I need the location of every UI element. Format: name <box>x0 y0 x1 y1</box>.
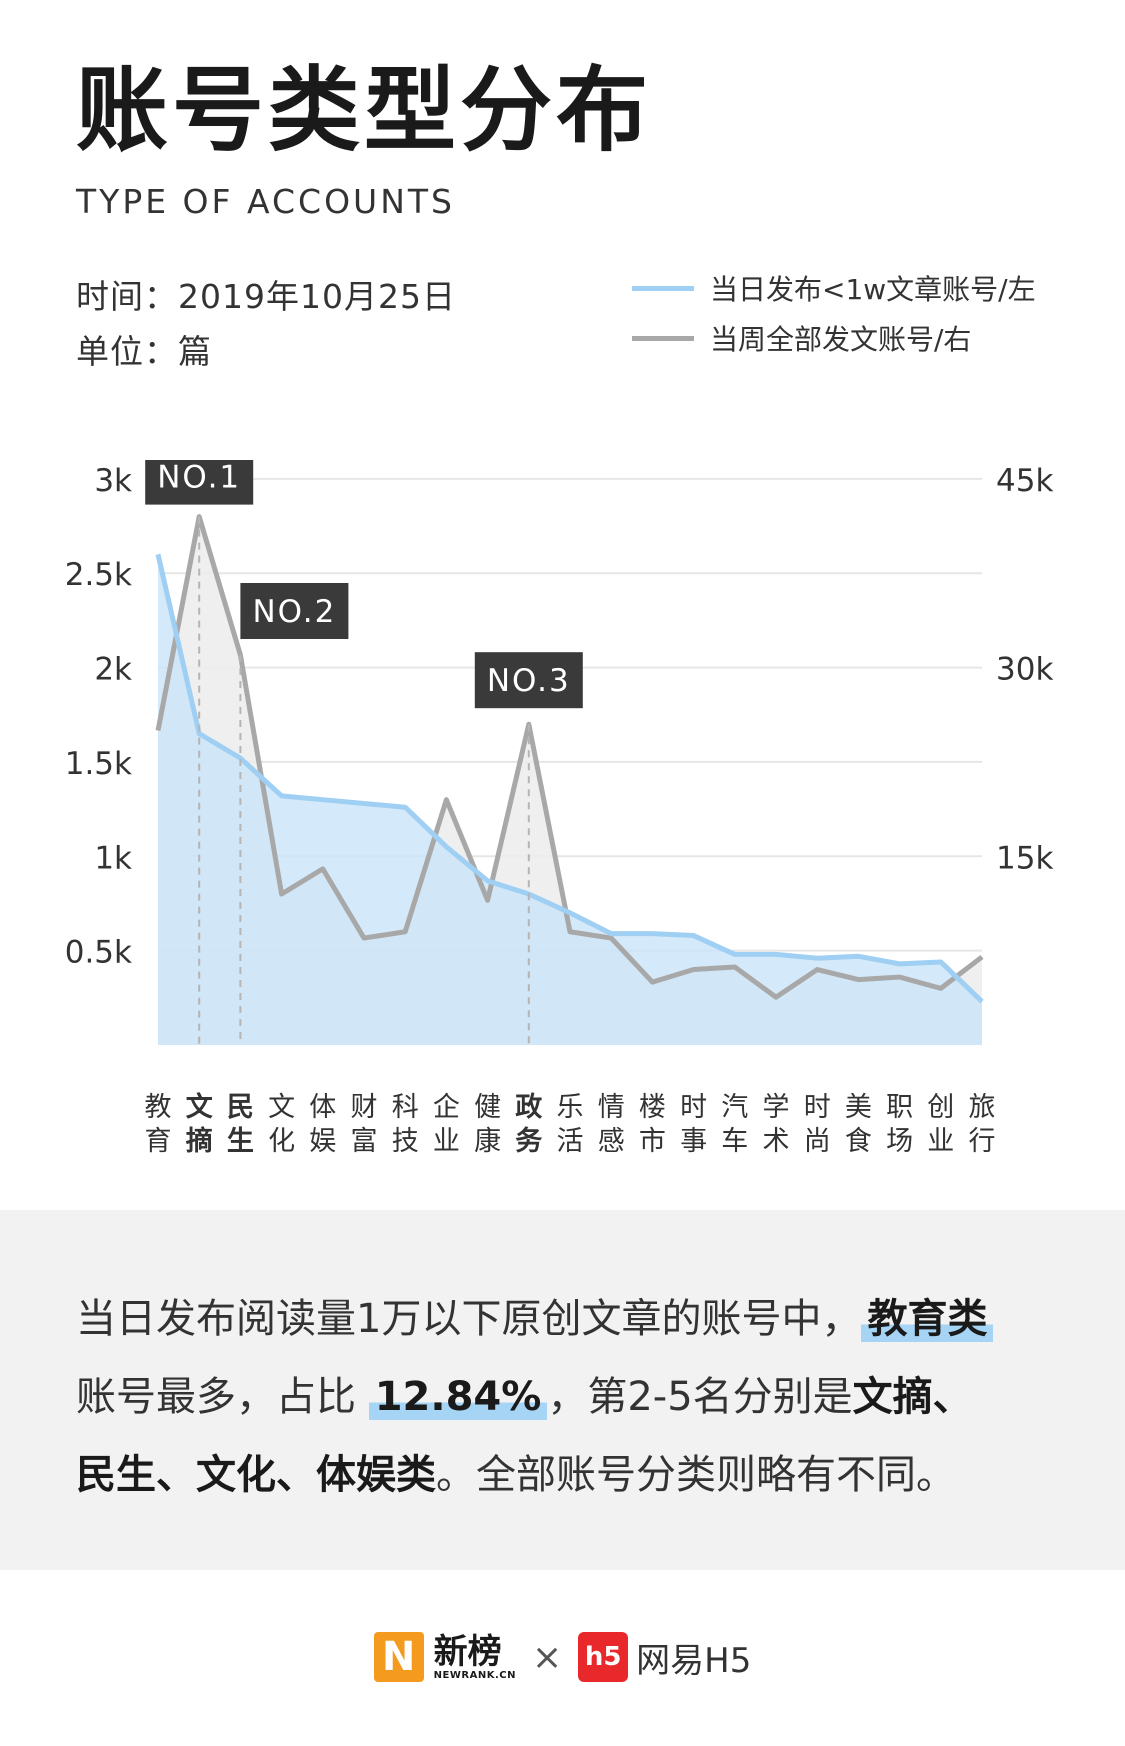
category-label: 生 <box>227 1126 254 1157</box>
category-label: 食 <box>845 1126 872 1157</box>
left-axis-tick-label: 0.5k <box>65 935 132 971</box>
category-label: 娱 <box>309 1126 336 1157</box>
category-label: 市 <box>639 1126 666 1157</box>
highlight-percentage: 12.84% <box>368 1374 548 1420</box>
annotation-label: NO.1 <box>157 460 241 496</box>
summary-part-2: 账号最多，占比 <box>76 1374 356 1420</box>
category-label: 尚 <box>804 1126 831 1157</box>
category-label: 教 <box>145 1092 172 1123</box>
category-label: 感 <box>598 1126 625 1157</box>
right-series-line <box>155 514 984 1000</box>
category-label: 摘 <box>186 1125 213 1157</box>
category-label: 场 <box>886 1126 913 1157</box>
left-series-area <box>158 554 982 1045</box>
footer-brands: N 新榜 NEWRANK.CN × h5 网易H5 <box>0 1632 1125 1682</box>
category-label: 车 <box>721 1126 748 1157</box>
legend-right-series: 当周全部发文账号/右 <box>632 318 971 358</box>
category-label: 育 <box>145 1126 172 1157</box>
left-axis-tick-label: 3k <box>94 463 132 499</box>
summary-text: 当日发布阅读量1万以下原创文章的账号中， 教育类 账号最多，占比 12.84% ，第… <box>76 1280 1065 1514</box>
newrank-logo-icon: N <box>373 1632 424 1682</box>
legend-left-series: 当日发布<1w文章账号/左 <box>632 268 1036 308</box>
category-label: 企 <box>433 1092 460 1123</box>
category-label: 技 <box>392 1126 419 1157</box>
category-label: 化 <box>268 1126 295 1157</box>
category-label: 汽 <box>721 1092 748 1123</box>
category-label: 务 <box>515 1126 542 1157</box>
category-label: 政 <box>515 1092 542 1123</box>
netease-h5-name: 网易H5 <box>636 1640 752 1681</box>
category-label: 民 <box>227 1092 254 1123</box>
left-axis-tick-label: 2.5k <box>65 557 132 593</box>
summary-panel <box>0 1210 1125 1570</box>
category-label: 美 <box>845 1092 872 1123</box>
left-axis-tick-label: 1.5k <box>65 746 132 782</box>
category-label: 职 <box>886 1092 913 1123</box>
left-axis-tick-label: 1k <box>94 840 132 876</box>
category-label: 乐 <box>557 1092 584 1123</box>
category-label: 富 <box>351 1126 378 1157</box>
left-series-line <box>155 553 984 1004</box>
annotation-box <box>474 652 583 709</box>
category-label: 术 <box>763 1126 790 1157</box>
category-label: 康 <box>474 1126 501 1157</box>
category-label: 创 <box>927 1092 954 1123</box>
category-label: 学 <box>763 1092 790 1123</box>
category-label: 楼 <box>639 1092 666 1123</box>
annotation-label: NO.3 <box>487 663 571 699</box>
category-label: 时 <box>804 1092 831 1123</box>
category-label: 体 <box>309 1092 336 1123</box>
category-label: 财 <box>351 1092 378 1123</box>
category-label: 业 <box>927 1126 954 1157</box>
dual-axis-line-chart: 0.5k 1k 1.5k 2k 2.5k 3k 15k 30k 45k NO.1 NO.2 NO.3 教… <box>65 460 1053 1157</box>
summary-part-4: 。全部账号分类则略有不同。 <box>436 1452 956 1498</box>
page-title: 账号类型分布 <box>76 57 653 164</box>
summary-part-1: 当日发布阅读量1万以下原创文章的账号中， <box>76 1296 862 1342</box>
right-axis-tick-label: 15k <box>996 840 1053 876</box>
category-label: 事 <box>680 1126 707 1157</box>
summary-bold-1: 文摘、 <box>852 1374 973 1420</box>
newrank-domain: NEWRANK.CN <box>433 1669 516 1681</box>
right-axis-tick-label: 30k <box>996 652 1053 688</box>
legend-left-label: 当日发布<1w文章账号/左 <box>710 273 1036 306</box>
annotation-box <box>145 460 254 505</box>
summary-part-3: ，第2-5名分别是 <box>547 1374 853 1420</box>
category-label: 情 <box>598 1092 625 1123</box>
category-label: 业 <box>433 1126 460 1157</box>
category-label: 文 <box>268 1092 295 1123</box>
page-subtitle: TYPE OF ACCOUNTS <box>76 182 455 221</box>
annotation-box <box>240 583 349 639</box>
right-axis-tick-label: 45k <box>996 463 1053 499</box>
collab-times-icon: × <box>531 1636 563 1678</box>
legend-right-label: 当周全部发文账号/右 <box>710 323 972 356</box>
legend-left-swatch <box>632 285 694 291</box>
category-label: 健 <box>474 1092 501 1123</box>
category-label: 旅 <box>969 1092 996 1123</box>
unit-label: 单位：篇 <box>76 332 212 371</box>
newrank-name: 新榜 <box>433 1631 502 1672</box>
left-axis-tick-label: 2k <box>94 652 132 688</box>
category-label: 活 <box>557 1126 584 1157</box>
date-label: 时间：2019年10月25日 <box>76 277 456 316</box>
highlight-education: 教育类 <box>861 1296 994 1342</box>
category-label: 文 <box>186 1091 214 1123</box>
category-label: 行 <box>969 1126 996 1157</box>
annotation-label: NO.2 <box>252 594 336 630</box>
category-label: 时 <box>680 1092 707 1123</box>
legend-right-swatch <box>632 335 694 341</box>
summary-bold-2: 民生、文化、体娱类 <box>76 1452 436 1498</box>
newrank-brand: 新榜 NEWRANK.CN <box>434 1634 516 1681</box>
netease-h5-logo-icon: h5 <box>578 1632 629 1682</box>
category-label: 科 <box>392 1092 419 1123</box>
